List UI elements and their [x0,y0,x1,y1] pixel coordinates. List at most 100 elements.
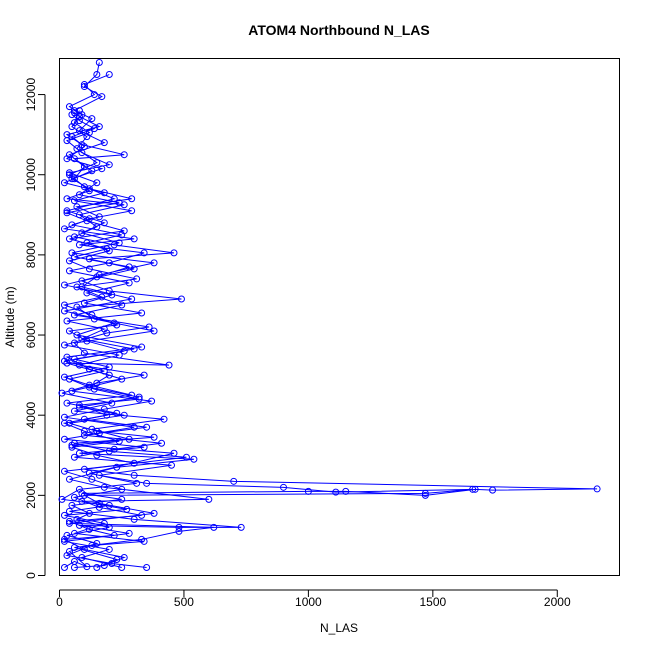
data-point [98,293,106,301]
data-point [105,363,113,371]
data-point [489,486,497,494]
data-point [125,435,133,443]
data-point [140,249,148,257]
data-point [95,59,103,67]
data-point [88,425,96,433]
data-point [110,531,118,539]
data-point [60,435,68,443]
x-axis: 0 500 1000 1500 2000 [56,589,571,609]
data-point [138,343,146,351]
data-point [73,283,81,291]
data-point [60,341,68,349]
data-point [165,361,173,369]
data-point [93,273,101,281]
data-point [78,229,86,237]
data-point [175,523,183,531]
data-point [85,381,93,389]
data-point [105,247,113,255]
y-tick-label: 10000 [24,158,38,192]
y-tick-label: 2000 [24,482,38,509]
data-point [68,175,76,183]
data-point [60,179,68,187]
data-point [60,281,68,289]
data-point [143,563,151,571]
x-tick-label: 500 [174,595,194,609]
data-point [70,453,78,461]
data-point [115,239,123,247]
data-point [83,239,91,247]
data-point [143,423,151,431]
data-point [88,115,96,123]
data-point [103,411,111,419]
data-point [95,429,103,437]
data-point [130,235,138,243]
data-point [80,81,88,89]
data-point [108,399,116,407]
y-tick-label: 4000 [24,402,38,429]
data-point [100,367,108,375]
data-point [125,263,133,271]
data-point [98,165,106,173]
data-point [118,231,126,239]
data-point [70,563,78,571]
data-point [65,235,73,243]
data-point [93,71,101,79]
x-tick-label: 1000 [295,595,322,609]
data-point [95,471,103,479]
data-point [95,503,103,511]
data-point [65,169,73,177]
data-point [65,475,73,483]
data-point [100,561,108,569]
data-point [93,179,101,187]
data-point [60,511,68,519]
data-point [115,199,123,207]
data-point [65,517,73,525]
x-tick-label: 0 [56,595,63,609]
data-point [78,149,86,157]
data-point [130,423,138,431]
data-point [115,437,123,445]
y-tick-label: 0 [24,572,38,579]
data-point [80,349,88,357]
data-point [108,291,116,299]
data-point [60,535,68,543]
data-point [63,317,71,325]
data-point [230,477,238,485]
plot-frame [59,58,620,576]
data-point [93,379,101,387]
data-point [280,483,287,491]
data-point [170,249,178,257]
data-point [168,461,175,469]
data-point [125,529,133,537]
data-point [118,485,126,493]
data-point [120,347,128,355]
data-point [60,467,68,475]
data-point [68,111,76,119]
data-point [421,491,429,499]
data-point [65,257,73,265]
data-point [80,427,88,435]
data-point [65,327,73,335]
data-point [60,301,68,309]
data-point [170,449,178,457]
data-point [63,207,71,215]
data-point [128,207,136,215]
data-point [150,509,158,517]
y-tick-label: 6000 [24,321,38,348]
data-point [75,485,83,493]
data-point [63,399,71,407]
data-point [130,471,138,479]
data-point [100,139,108,147]
data-point [70,529,78,537]
data-point [113,321,121,329]
plot-area [58,59,601,571]
data-point [175,527,183,535]
y-tick-label: 8000 [24,241,38,268]
data-point [68,501,76,509]
data-point [593,485,601,493]
data-point [75,117,83,125]
data-point [70,197,78,205]
data-point [70,155,78,163]
data-point [148,397,156,405]
data-point [138,511,146,519]
